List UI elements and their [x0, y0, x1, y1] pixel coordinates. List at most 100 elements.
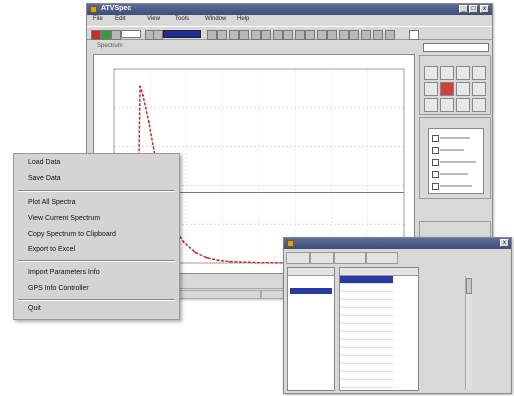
- tool-pan-icon[interactable]: [456, 66, 470, 80]
- table-row[interactable]: [340, 348, 393, 356]
- dialog-tool-3[interactable]: [334, 252, 366, 264]
- table-row[interactable]: [340, 308, 393, 316]
- stop-icon[interactable]: [111, 30, 121, 40]
- list-item[interactable]: [290, 280, 332, 286]
- menu-item-plot-all-spectra[interactable]: Plot All Spectra: [28, 199, 76, 206]
- menu-item-gps-info-controller[interactable]: GPS Info Controller: [28, 285, 89, 292]
- menu-item-quit[interactable]: Quit: [28, 305, 41, 312]
- menu-view[interactable]: View: [147, 16, 160, 22]
- menu-item-load-data[interactable]: Load Data: [28, 159, 61, 166]
- export-icon[interactable]: [295, 30, 305, 40]
- table-row[interactable]: [340, 340, 393, 348]
- list-item[interactable]: [290, 288, 332, 294]
- data-point: [194, 251, 197, 254]
- menu-file[interactable]: File: [93, 16, 103, 22]
- table-row[interactable]: [340, 324, 393, 332]
- close-button[interactable]: x: [480, 5, 489, 13]
- option-label-5: [440, 185, 472, 187]
- dialog-close-button[interactable]: x: [500, 239, 509, 247]
- option-radio-2[interactable]: [432, 147, 439, 154]
- menu-item-export-to-excel[interactable]: Export to Excel: [28, 246, 76, 253]
- calc-icon[interactable]: [361, 30, 371, 40]
- dialog-tool-2[interactable]: [310, 252, 334, 264]
- pan-icon[interactable]: [229, 30, 239, 40]
- tool-line-icon[interactable]: [456, 82, 470, 96]
- table-row[interactable]: [340, 292, 393, 300]
- dialog-title-bar[interactable]: x: [284, 238, 511, 249]
- toolbar: [87, 26, 492, 40]
- mode-dropdown[interactable]: [423, 43, 489, 52]
- table-row[interactable]: [340, 372, 393, 380]
- option-radio-5[interactable]: [432, 183, 439, 190]
- option-radio-4[interactable]: [432, 171, 439, 178]
- menu-edit[interactable]: Edit: [115, 16, 126, 22]
- zoom-in-icon[interactable]: [207, 30, 217, 40]
- table-row[interactable]: [340, 332, 393, 340]
- option-radio-1[interactable]: [432, 135, 439, 142]
- list-item[interactable]: [290, 296, 332, 302]
- window-title: ATVSpec: [101, 5, 132, 12]
- tools-group: [419, 55, 491, 115]
- table-row[interactable]: [340, 364, 393, 372]
- fit-icon[interactable]: [339, 30, 349, 40]
- table-row[interactable]: [340, 300, 393, 308]
- tool-fit-icon[interactable]: [440, 98, 454, 112]
- channel-field[interactable]: [121, 30, 141, 38]
- tool-arrow-icon[interactable]: [424, 66, 438, 80]
- help-icon[interactable]: [385, 30, 395, 40]
- up-icon[interactable]: [153, 30, 163, 40]
- table-scrollbar[interactable]: [465, 276, 472, 390]
- menu-tools[interactable]: Tools: [175, 16, 190, 22]
- menu-item-copy-to-clipboard[interactable]: Copy Spectrum to Clipboard: [28, 231, 116, 238]
- settings-icon[interactable]: [305, 30, 315, 40]
- list-item[interactable]: [290, 312, 332, 318]
- left-list[interactable]: [287, 267, 335, 391]
- data-table[interactable]: [339, 267, 472, 391]
- app-icon: [90, 6, 97, 13]
- filter-icon[interactable]: [349, 30, 359, 40]
- dialog-toolbar: [286, 252, 510, 264]
- tool-peak-icon[interactable]: [424, 82, 438, 96]
- table-row[interactable]: [340, 316, 393, 324]
- menu-item-save-data[interactable]: Save Data: [28, 175, 61, 182]
- option-checkbox[interactable]: [409, 30, 419, 40]
- side-panel: [417, 41, 491, 281]
- measure-icon[interactable]: [327, 30, 337, 40]
- menu-separator: [18, 260, 175, 262]
- copy-icon[interactable]: [283, 30, 293, 40]
- print-icon[interactable]: [273, 30, 283, 40]
- menu-help[interactable]: Help: [237, 16, 250, 22]
- table-row[interactable]: [340, 380, 393, 388]
- popup-menu: Load Data Save Data Plot All Spectra Vie…: [13, 153, 180, 320]
- scroll-thumb[interactable]: [466, 278, 472, 294]
- record-icon[interactable]: [91, 30, 101, 40]
- peak-icon[interactable]: [317, 30, 327, 40]
- minimize-button[interactable]: _: [459, 5, 468, 13]
- dialog-tool-4[interactable]: [366, 252, 398, 264]
- tool-zoom-icon[interactable]: [440, 66, 454, 80]
- dialog-tool-1[interactable]: [286, 252, 310, 264]
- tool-print-icon[interactable]: [472, 98, 486, 112]
- maximize-button[interactable]: □: [469, 5, 478, 13]
- menu-item-import-parameters[interactable]: Import Parameters Info: [28, 269, 100, 276]
- tool-save-icon[interactable]: [456, 98, 470, 112]
- table-row[interactable]: [340, 356, 393, 364]
- option-label-1: [440, 137, 470, 139]
- play-icon[interactable]: [101, 30, 111, 40]
- tool-color-icon[interactable]: [440, 82, 454, 96]
- table-row[interactable]: [340, 284, 393, 292]
- tool-reset-icon[interactable]: [472, 66, 486, 80]
- menu-window[interactable]: Window: [205, 16, 227, 22]
- list-item[interactable]: [290, 304, 332, 310]
- info-icon[interactable]: [373, 30, 383, 40]
- tool-text-icon[interactable]: [472, 82, 486, 96]
- grid-icon[interactable]: [251, 30, 261, 40]
- option-radio-3[interactable]: [432, 159, 439, 166]
- table-row[interactable]: [340, 276, 393, 284]
- cursor-icon[interactable]: [239, 30, 249, 40]
- marker-icon[interactable]: [261, 30, 271, 40]
- title-bar[interactable]: ATVSpec _ □ x: [87, 4, 492, 15]
- zoom-out-icon[interactable]: [217, 30, 227, 40]
- menu-item-view-current-spectrum[interactable]: View Current Spectrum: [28, 215, 101, 222]
- tool-measure-icon[interactable]: [424, 98, 438, 112]
